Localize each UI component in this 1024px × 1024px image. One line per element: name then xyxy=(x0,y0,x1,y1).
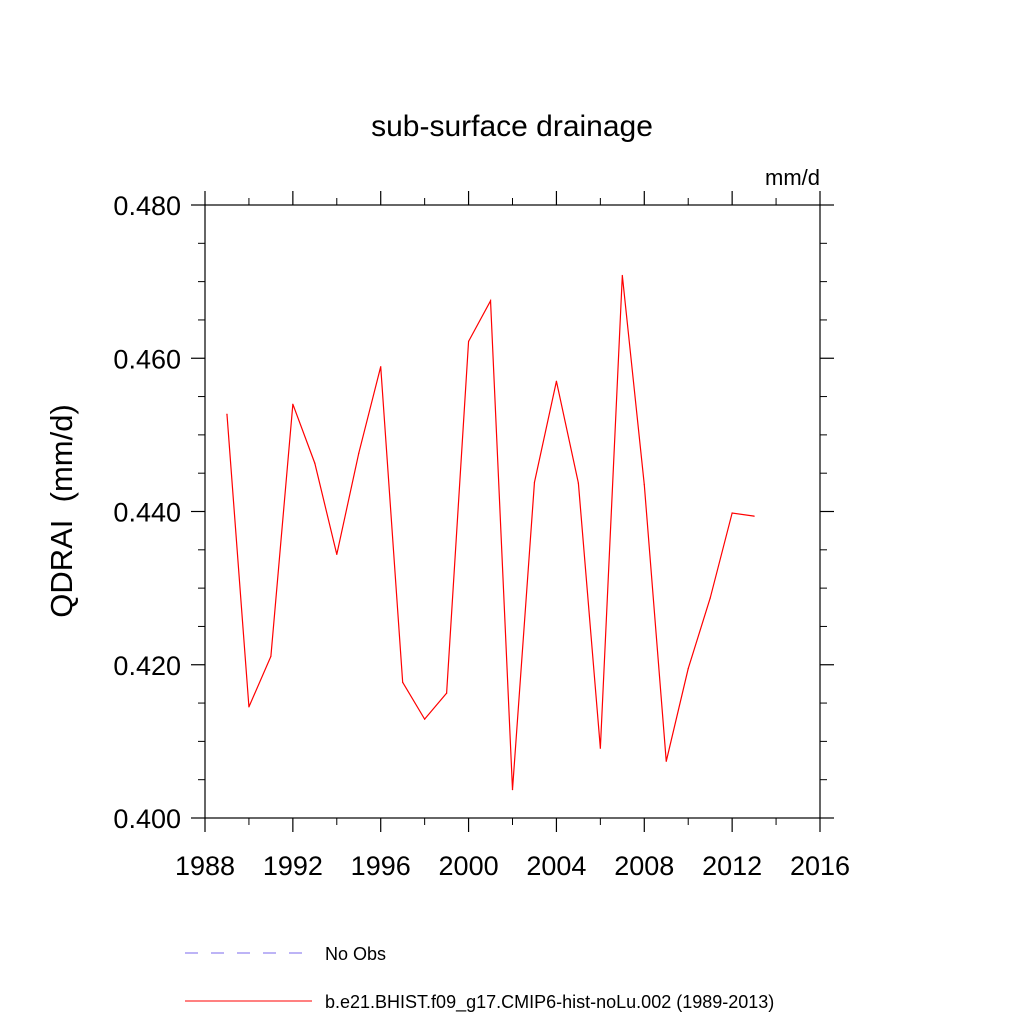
legend-label-model: b.e21.BHIST.f09_g17.CMIP6-hist-noLu.002 … xyxy=(325,992,774,1013)
data-point xyxy=(533,481,536,483)
data-point xyxy=(643,484,645,486)
data-point xyxy=(226,413,228,415)
data-point xyxy=(555,380,558,382)
data-point xyxy=(336,553,338,556)
x-tick-label: 1996 xyxy=(351,851,411,881)
data-point xyxy=(402,681,404,683)
x-axis-ticks: 1988 1992 1996 2000 2004 2008 2012 2016 xyxy=(175,191,850,881)
data-point xyxy=(446,692,448,694)
y-tick-label: 0.420 xyxy=(113,651,181,681)
x-tick-label: 2008 xyxy=(614,851,674,881)
data-point xyxy=(314,462,316,464)
series-line-0 xyxy=(226,275,755,790)
chart-title: sub-surface drainage xyxy=(371,110,653,143)
data-point xyxy=(621,274,623,277)
y-axis-ticks: 0.400 0.420 0.440 0.460 0.480 xyxy=(113,191,834,834)
x-tick-label: 2012 xyxy=(702,851,762,881)
y-tick-label: 0.440 xyxy=(113,498,181,528)
y-axis-label: QDRAI (mm/d) xyxy=(44,404,79,618)
x-tick-label: 1992 xyxy=(263,851,323,881)
data-point xyxy=(753,515,755,517)
data-point xyxy=(709,597,711,599)
x-tick-label: 2016 xyxy=(790,851,850,881)
data-point xyxy=(511,789,514,791)
data-point xyxy=(687,667,689,670)
data-point xyxy=(358,452,360,454)
series-layer xyxy=(226,274,755,791)
units-label: mm/d xyxy=(765,165,820,190)
legend: No Obs b.e21.BHIST.f09_g17.CMIP6-hist-no… xyxy=(185,944,774,1013)
data-point xyxy=(599,747,601,749)
x-tick-label: 1988 xyxy=(175,851,235,881)
data-point xyxy=(380,366,382,368)
y-tick-label: 0.460 xyxy=(113,344,181,374)
x-tick-label: 2004 xyxy=(526,851,586,881)
data-point xyxy=(665,760,667,762)
x-tick-label: 2000 xyxy=(439,851,499,881)
y-tick-label: 0.480 xyxy=(113,191,181,221)
data-point xyxy=(270,655,272,657)
data-point xyxy=(424,718,426,720)
data-point xyxy=(292,403,294,405)
plot-frame xyxy=(204,204,821,819)
data-point xyxy=(248,706,250,708)
data-point xyxy=(489,300,492,302)
legend-label-no-obs: No Obs xyxy=(325,944,386,964)
data-point xyxy=(577,482,579,484)
data-point xyxy=(731,512,733,514)
y-tick-label: 0.400 xyxy=(113,804,181,834)
data-point xyxy=(467,340,470,342)
